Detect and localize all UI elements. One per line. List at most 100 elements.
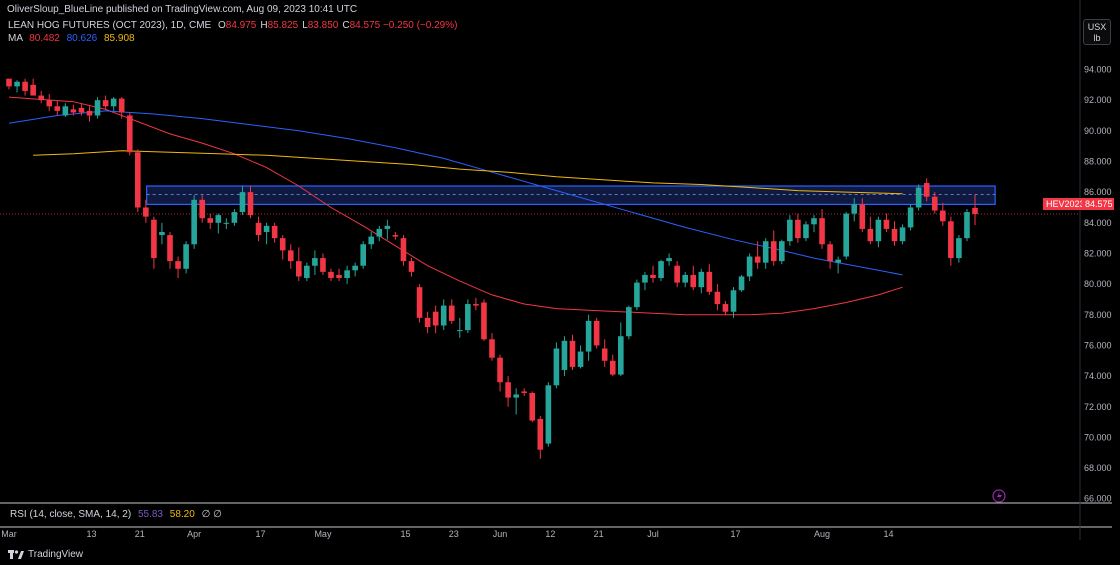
candle-body[interactable] [352,265,358,271]
candle-body[interactable] [803,224,809,239]
candle-body[interactable] [199,199,205,219]
candle-body[interactable] [569,340,576,367]
candle-body[interactable] [448,305,455,321]
candle-body[interactable] [529,392,536,421]
candle-body[interactable] [328,271,334,278]
candle-body[interactable] [279,238,286,251]
candle-body[interactable] [86,110,93,116]
candle-body[interactable] [457,330,463,332]
candle-body[interactable] [899,227,906,242]
candle-body[interactable] [368,236,375,245]
ma-line-yellow[interactable] [33,150,903,195]
candle-body[interactable] [320,258,326,272]
candle-body[interactable] [183,244,189,269]
candle-body[interactable] [746,256,753,277]
candle-body[interactable] [658,261,664,278]
candle-body[interactable] [70,109,77,113]
candle-body[interactable] [38,95,44,101]
candle-body[interactable] [754,256,761,263]
candle-body[interactable] [416,287,423,318]
candle-body[interactable] [175,261,181,269]
ma-line-red[interactable] [8,96,903,316]
candle-body[interactable] [408,261,415,272]
candle-body[interactable] [312,258,318,266]
candle-body[interactable] [223,222,230,224]
candle-body[interactable] [424,317,431,328]
candle-body[interactable] [22,81,28,91]
candle-body[interactable] [344,270,350,278]
candle-body[interactable] [956,238,962,259]
candle-body[interactable] [465,304,471,331]
candle-body[interactable] [714,291,721,305]
candle-body[interactable] [883,219,890,229]
alert-bolt-icon[interactable] [992,489,1006,503]
candle-body[interactable] [875,219,882,242]
candle-body[interactable] [231,212,238,223]
candle-body[interactable] [867,228,874,242]
candle-body[interactable] [392,235,399,237]
candle-body[interactable] [891,228,898,242]
candle-body[interactable] [537,419,544,450]
candle-body[interactable] [722,304,729,312]
candle-body[interactable] [819,218,825,245]
candle-body[interactable] [400,238,407,262]
candle-body[interactable] [553,348,560,386]
candle-body[interactable] [110,98,117,107]
candle-body[interactable] [931,196,938,211]
candle-body[interactable] [851,204,858,214]
candle-body[interactable] [304,265,310,278]
candle-body[interactable] [78,107,85,113]
candle-body[interactable] [287,250,294,262]
candle-body[interactable] [46,100,53,107]
candle-body[interactable] [762,241,769,263]
candle-body[interactable] [473,304,479,306]
candle-body[interactable] [779,241,785,262]
candle-body[interactable] [271,225,278,239]
tradingview-brand[interactable]: TradingView [8,549,83,560]
candle-body[interactable] [143,207,149,217]
candle-body[interactable] [795,219,801,239]
candle-body[interactable] [859,204,866,229]
candle-body[interactable] [191,199,197,245]
candle-body[interactable] [601,348,608,361]
candle-body[interactable] [618,336,624,375]
candle-body[interactable] [207,218,214,223]
candle-body[interactable] [730,290,737,312]
candle-body[interactable] [674,265,680,283]
candle-body[interactable] [336,274,342,278]
candle-body[interactable] [577,351,584,367]
symbol-title[interactable]: LEAN HOG FUTURES (OCT 2023), 1D, CME [8,20,212,31]
candle-body[interactable] [738,276,745,291]
ma-line-blue[interactable] [8,110,903,276]
candle-body[interactable] [915,187,922,208]
candle-body[interactable] [561,340,568,370]
candle-body[interactable] [948,221,954,259]
candle-body[interactable] [255,222,262,236]
candle-body[interactable] [706,271,713,292]
candle-body[interactable] [642,274,648,283]
candle-body[interactable] [835,259,841,263]
candle-body[interactable] [907,207,914,228]
candle-body[interactable] [159,231,165,236]
candle-body[interactable] [634,282,640,308]
candle-body[interactable] [489,339,495,358]
candle-body[interactable] [690,274,697,288]
candle-body[interactable] [770,241,777,262]
candle-body[interactable] [923,182,930,197]
candle-body[interactable] [440,305,447,326]
candle-body[interactable] [843,213,849,257]
candle-body[interactable] [626,307,632,337]
candle-body[interactable] [296,261,302,277]
candle-body[interactable] [360,244,366,266]
candle-body[interactable] [940,210,946,222]
candle-body[interactable] [118,98,125,113]
candle-body[interactable] [135,152,141,208]
candle-body[interactable] [787,219,793,242]
candle-body[interactable] [698,271,705,288]
candle-body[interactable] [964,212,970,239]
candle-body[interactable] [650,274,656,278]
candle-body[interactable] [376,228,383,237]
ma-label[interactable]: MA [8,33,23,44]
candle-body[interactable] [521,391,527,393]
